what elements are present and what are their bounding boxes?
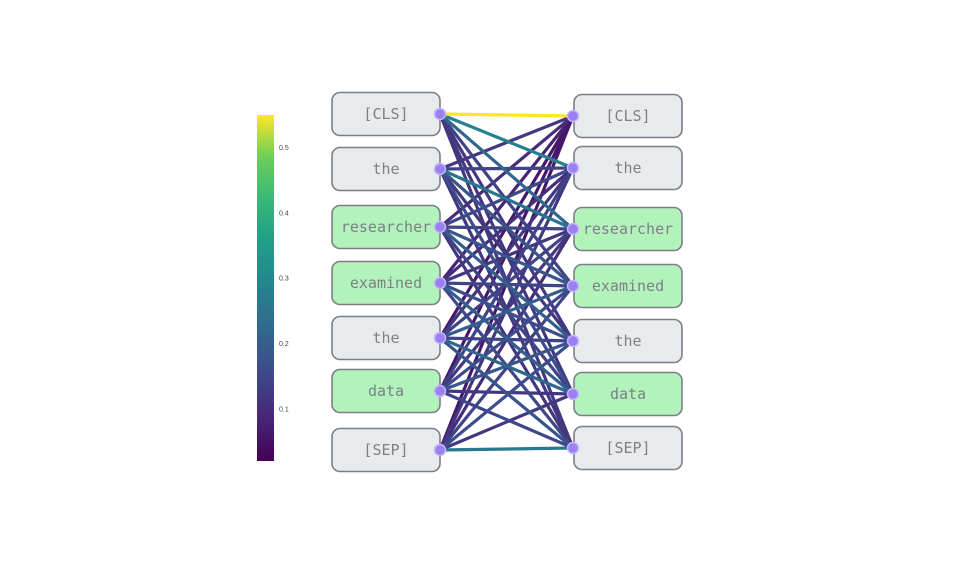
left-token-column: [CLS] the researcher examined the data [SEP]	[331, 91, 447, 473]
attention-edge	[438, 167, 575, 231]
right-token[interactable]: [CLS]	[566, 93, 683, 139]
left-token-label: examined	[350, 274, 422, 292]
right-token-node[interactable]	[566, 334, 580, 348]
colorbar-ticks: 0.1 0.2 0.3 0.4 0.5	[279, 145, 289, 413]
attention-edges	[438, 112, 575, 452]
right-token-column: [CLS] the researcher examined the data [SEP]	[566, 93, 683, 471]
right-token-node[interactable]	[566, 279, 580, 293]
left-token-node[interactable]	[433, 443, 447, 457]
attention-edge	[438, 167, 575, 288]
right-token-label: the	[614, 332, 641, 350]
left-token-node[interactable]	[433, 220, 447, 234]
attention-edge	[438, 281, 575, 396]
colorbar-tick-label: 0.1	[279, 406, 289, 413]
attention-edge	[438, 284, 575, 340]
right-token-node[interactable]	[566, 387, 580, 401]
attention-edge	[438, 392, 575, 452]
right-token[interactable]: data	[566, 371, 683, 417]
right-token-label: examined	[592, 277, 664, 295]
attention-edge	[438, 336, 575, 396]
left-token-node[interactable]	[433, 162, 447, 176]
attention-edge	[438, 167, 575, 396]
right-token-label: the	[614, 159, 641, 177]
attention-edge	[438, 112, 575, 170]
colorbar-tick-label: 0.5	[279, 145, 289, 152]
left-token[interactable]: data	[331, 368, 447, 414]
right-token-label: [CLS]	[605, 107, 650, 125]
attention-edge	[438, 112, 575, 118]
left-token[interactable]: [SEP]	[331, 427, 447, 473]
right-token-node[interactable]	[566, 222, 580, 236]
colorbar-tick-label: 0.2	[279, 341, 289, 348]
left-token-node[interactable]	[433, 331, 447, 345]
colorbar-tick-label: 0.3	[279, 276, 289, 283]
left-token-label: data	[368, 382, 404, 400]
left-token-node[interactable]	[433, 384, 447, 398]
right-token[interactable]: researcher	[566, 206, 683, 252]
right-token-node[interactable]	[566, 109, 580, 123]
attention-edge	[438, 446, 575, 452]
right-token-node[interactable]	[566, 161, 580, 175]
colorbar: 0.1 0.2 0.3 0.4 0.5	[257, 115, 289, 461]
left-token[interactable]: examined	[331, 260, 447, 306]
attention-edge	[438, 166, 575, 171]
right-token-label: researcher	[583, 220, 673, 238]
right-token[interactable]: [SEP]	[566, 425, 683, 471]
left-token[interactable]: the	[331, 315, 447, 361]
left-token-label: [CLS]	[363, 105, 408, 123]
attention-edge	[438, 336, 575, 450]
right-token[interactable]: the	[566, 318, 683, 364]
left-token[interactable]: the	[331, 146, 447, 192]
colorbar-gradient	[257, 115, 274, 461]
attention-edge	[438, 112, 575, 231]
left-token-label: the	[372, 160, 399, 178]
attention-edge	[438, 225, 575, 288]
left-token-label: researcher	[341, 218, 431, 236]
colorbar-tick-label: 0.4	[279, 210, 289, 217]
attention-edge	[438, 339, 575, 452]
right-token-label: data	[610, 385, 646, 403]
left-token[interactable]: researcher	[331, 204, 447, 250]
left-token-node[interactable]	[433, 107, 447, 121]
right-token-node[interactable]	[566, 441, 580, 455]
right-token[interactable]: the	[566, 145, 683, 191]
attention-edge	[438, 389, 575, 450]
left-token-label: [SEP]	[363, 441, 408, 459]
left-token[interactable]: [CLS]	[331, 91, 447, 137]
right-token-label: [SEP]	[605, 439, 650, 457]
right-token[interactable]: examined	[566, 263, 683, 309]
left-token-node[interactable]	[433, 276, 447, 290]
left-token-label: the	[372, 329, 399, 347]
attention-edge	[438, 225, 575, 343]
